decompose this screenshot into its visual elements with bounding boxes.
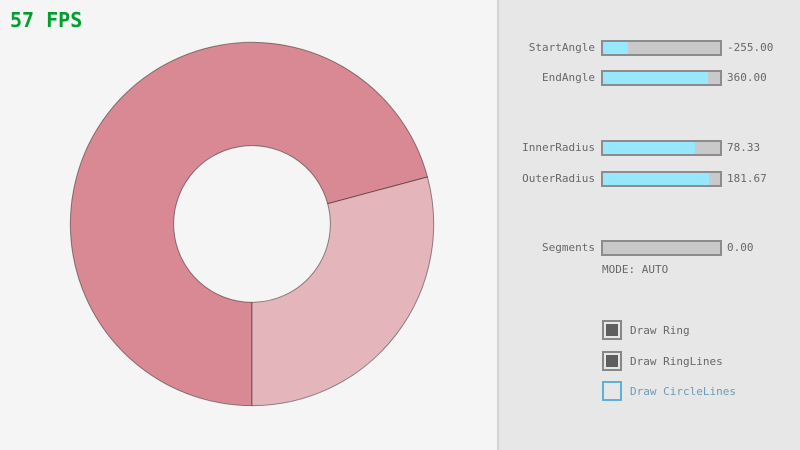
inner-radius-label: InnerRadius	[522, 141, 595, 154]
inner-radius-slider-fill	[603, 142, 695, 154]
start-angle-slider-fill	[603, 42, 629, 54]
end-angle-label: EndAngle	[542, 71, 595, 84]
end-angle-slider[interactable]	[601, 70, 722, 86]
draw-circlelines-checkbox-box[interactable]	[602, 381, 622, 401]
ring-single-segment	[251, 176, 435, 407]
draw-circlelines-checkbox[interactable]: Draw CircleLines	[602, 381, 736, 401]
outer-radius-label: OuterRadius	[522, 172, 595, 185]
ring-chart	[69, 41, 435, 407]
inner-radius-value: 78.33	[727, 141, 761, 154]
segments-value: 0.00	[727, 241, 754, 254]
draw-ring-checkbox-box[interactable]	[602, 320, 622, 340]
controls-panel: StartAngle -255.00 EndAngle 360.00 Inner…	[497, 0, 800, 450]
end-angle-value: 360.00	[727, 71, 767, 84]
draw-ring-checkbox-label: Draw Ring	[630, 323, 690, 337]
draw-circlelines-checkbox-label: Draw CircleLines	[630, 384, 736, 398]
segments-label: Segments	[542, 241, 595, 254]
mode-indicator: MODE: AUTO	[602, 263, 669, 276]
draw-ringlines-checkbox[interactable]: Draw RingLines	[602, 351, 723, 371]
ring-overlap-segment	[69, 41, 429, 407]
checkmark-icon	[606, 355, 618, 367]
draw-ringlines-checkbox-box[interactable]	[602, 351, 622, 371]
draw-ringlines-checkbox-label: Draw RingLines	[630, 354, 723, 368]
outer-radius-slider[interactable]	[601, 171, 722, 187]
end-angle-slider-fill	[603, 72, 709, 84]
draw-ring-checkbox[interactable]: Draw Ring	[602, 320, 690, 340]
outer-radius-value: 181.67	[727, 172, 767, 185]
fps-counter: 57 FPS	[10, 8, 83, 32]
segments-slider[interactable]	[601, 240, 722, 256]
inner-radius-slider[interactable]	[601, 140, 722, 156]
start-angle-value: -255.00	[727, 41, 774, 54]
start-angle-label: StartAngle	[528, 41, 595, 54]
outer-radius-slider-fill	[603, 173, 710, 185]
checkmark-icon	[606, 324, 618, 336]
start-angle-slider[interactable]	[601, 40, 722, 56]
